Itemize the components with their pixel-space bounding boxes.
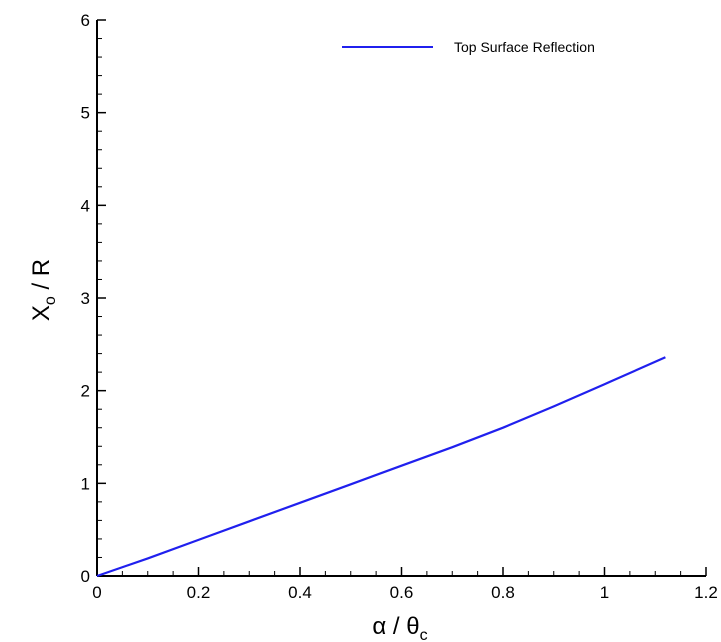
y-tick-label: 6 <box>81 11 90 30</box>
x-tick-label: 0 <box>92 583 101 602</box>
y-tick-label: 1 <box>81 474 90 493</box>
y-axis-title-main: X <box>28 305 55 321</box>
y-tick-label: 0 <box>81 567 90 586</box>
y-tick-label: 2 <box>81 382 90 401</box>
ticks: 0 1 2 3 4 5 6 0 0.2 0.4 0.6 0.8 1 1.2 <box>81 11 718 602</box>
x-tick-label: 1.2 <box>694 583 718 602</box>
axes <box>96 20 706 577</box>
y-tick-label: 3 <box>81 289 90 308</box>
x-tick-label: 1 <box>600 583 609 602</box>
x-axis-title-subscript: c <box>420 627 428 642</box>
x-axis-title-main: α / θ <box>372 613 419 640</box>
x-tick-label: 0.6 <box>390 583 414 602</box>
y-axis-title: Xo / R <box>28 259 59 321</box>
y-axis-title-suffix: / R <box>28 259 55 296</box>
legend: Top Surface Reflection <box>342 39 595 55</box>
x-tick-label: 0.8 <box>491 583 515 602</box>
series-line-0 <box>96 356 666 578</box>
x-tick-label: 0.4 <box>288 583 312 602</box>
x-tick-label: 0.2 <box>187 583 211 602</box>
y-tick-label: 5 <box>81 104 90 123</box>
y-tick-label: 4 <box>81 196 90 215</box>
y-axis-title-subscript: o <box>42 296 59 305</box>
legend-label-0: Top Surface Reflection <box>454 39 595 55</box>
series-layer <box>96 356 666 578</box>
x-axis-title: α / θc <box>372 613 427 642</box>
